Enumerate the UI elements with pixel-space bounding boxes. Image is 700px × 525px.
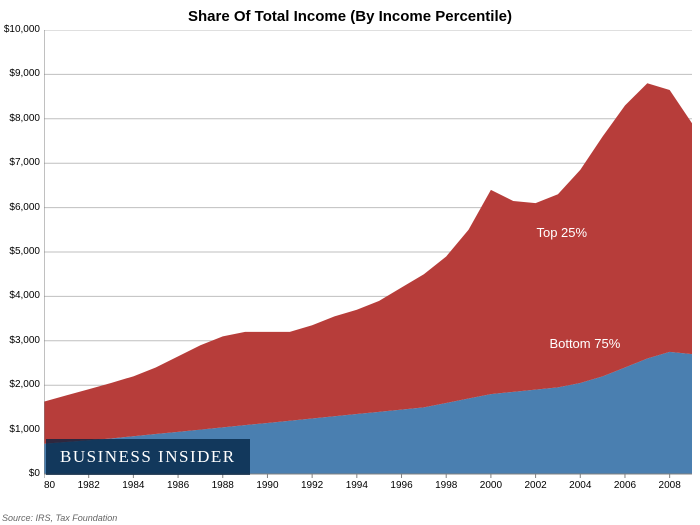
brand-overlay: BUSINESS INSIDER (46, 439, 250, 475)
svg-text:1986: 1986 (167, 480, 190, 490)
svg-text:2002: 2002 (524, 480, 547, 490)
y-tick-label: $2,000 (9, 379, 40, 390)
svg-text:2000: 2000 (480, 480, 503, 490)
y-tick-label: $10,000 (4, 24, 40, 35)
svg-text:2006: 2006 (614, 480, 637, 490)
svg-text:1998: 1998 (435, 480, 458, 490)
svg-text:1990: 1990 (256, 480, 279, 490)
y-tick-label: $0 (29, 468, 40, 479)
y-tick-label: $1,000 (9, 424, 40, 435)
svg-text:2008: 2008 (659, 480, 682, 490)
svg-text:2004: 2004 (569, 480, 592, 490)
series-label-top-25: Top 25% (536, 225, 587, 240)
svg-text:1992: 1992 (301, 480, 324, 490)
y-tick-label: $3,000 (9, 335, 40, 346)
svg-text:1988: 1988 (212, 480, 235, 490)
series-label-bottom-75: Bottom 75% (549, 336, 620, 351)
y-tick-label: $5,000 (9, 246, 40, 257)
source-text: Source: IRS, Tax Foundation (2, 513, 117, 523)
y-tick-label: $8,000 (9, 113, 40, 124)
svg-text:1994: 1994 (346, 480, 369, 490)
svg-text:1984: 1984 (122, 480, 145, 490)
y-tick-label: $4,000 (9, 290, 40, 301)
y-tick-label: $9,000 (9, 68, 40, 79)
y-tick-label: $6,000 (9, 202, 40, 213)
svg-text:1982: 1982 (78, 480, 101, 490)
svg-text:1996: 1996 (390, 480, 413, 490)
svg-text:1980: 1980 (44, 480, 56, 490)
y-tick-label: $7,000 (9, 157, 40, 168)
chart-title: Share Of Total Income (By Income Percent… (0, 8, 700, 25)
chart-area: $0$1,000$2,000$3,000$4,000$5,000$6,000$7… (44, 30, 692, 490)
